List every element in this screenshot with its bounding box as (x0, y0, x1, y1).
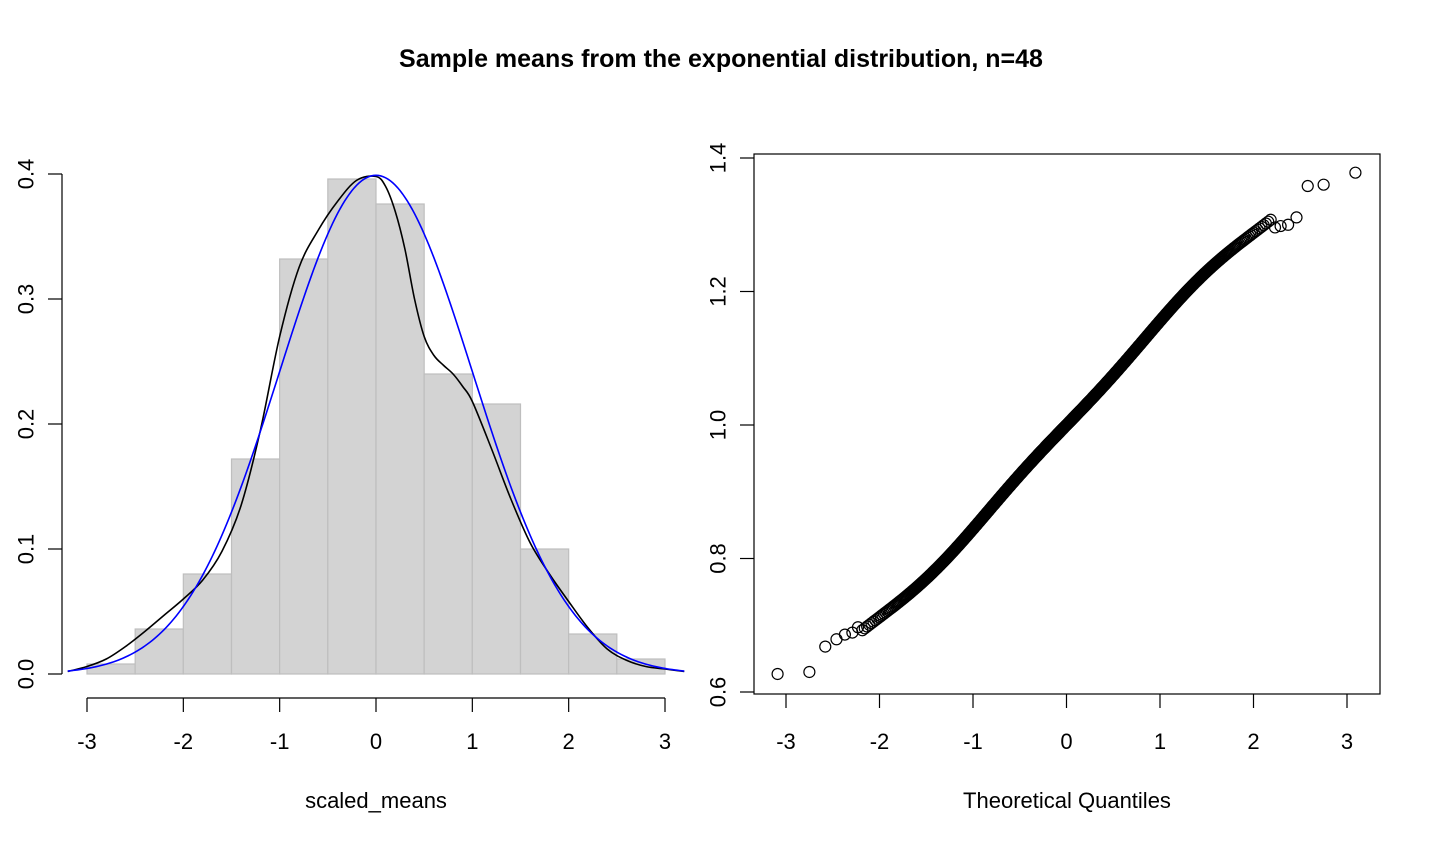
qq-point (838, 628, 852, 641)
qq-point (1281, 218, 1295, 231)
qq-x-axis-label: Theoretical Quantiles (963, 788, 1171, 813)
histogram-bar-9 (471, 403, 522, 675)
qq-x-axis: -3 -2 -1 0 1 2 3 (776, 694, 1353, 754)
histogram-bar-1 (86, 663, 136, 675)
qq-point (863, 618, 876, 631)
histogram-x-tick-label: -3 (77, 729, 97, 754)
qq-point (1290, 211, 1303, 224)
histogram-bar-7 (375, 203, 425, 675)
histogram-x-tick-label: -2 (174, 729, 194, 754)
qq-y-tick-label: 1.4 (706, 143, 731, 174)
qq-point (803, 665, 816, 679)
histogram-x-tick-label: 3 (659, 729, 671, 754)
qq-points (771, 166, 1362, 681)
histogram-bar-4 (230, 458, 281, 675)
histogram-x-axis-label: scaled_means (305, 788, 447, 813)
qq-x-tick-label: 0 (1060, 729, 1072, 754)
qq-x-tick-label: -3 (776, 729, 796, 754)
qq-point (1251, 223, 1264, 236)
histogram-bar-5 (279, 258, 329, 675)
qq-x-tick-label: 1 (1154, 729, 1166, 754)
histogram-bars (86, 178, 666, 675)
normal-density-line (67, 174, 685, 672)
kernel-density-line (67, 175, 685, 673)
histogram-y-axis: 0.0 0.1 0.2 0.3 0.4 (14, 159, 63, 690)
density-curves (67, 174, 685, 673)
histogram-bar-3 (182, 573, 233, 675)
histogram-bar-11 (568, 633, 618, 675)
histogram-y-tick-label: 0.4 (14, 159, 39, 190)
histogram-y-tick-label: 0.3 (14, 284, 39, 315)
figure-title: Sample means from the exponential distri… (399, 45, 1043, 73)
qq-point (1349, 166, 1362, 179)
qq-point (771, 667, 784, 681)
qq-x-tick-label: 3 (1341, 729, 1353, 754)
qq-point (1274, 219, 1287, 233)
histogram-bar-2 (134, 628, 184, 675)
qq-y-tick-label: 1.2 (706, 276, 731, 307)
qq-point (830, 633, 843, 646)
histogram-bar-10 (519, 548, 570, 675)
qq-point (1264, 213, 1277, 226)
histogram-x-tick-label: 2 (563, 729, 575, 754)
histogram-bar-6 (327, 178, 377, 675)
qq-x-tick-label: -1 (963, 729, 983, 754)
qq-y-tick-label: 1.0 (706, 410, 731, 441)
qq-x-tick-label: -2 (870, 729, 890, 754)
histogram-x-tick-label: 1 (466, 729, 478, 754)
qq-x-tick-label: 2 (1247, 729, 1259, 754)
qq-point (819, 640, 832, 653)
histogram-y-tick-label: 0.2 (14, 409, 39, 440)
histogram-bar-12 (616, 658, 666, 675)
qq-point (1262, 215, 1275, 228)
histogram-y-tick-label: 0.0 (14, 659, 39, 690)
histogram-x-tick-label: -1 (270, 729, 290, 754)
qq-point (1317, 178, 1330, 191)
histogram-y-tick-label: 0.1 (14, 534, 39, 565)
qq-point (1301, 179, 1314, 193)
histogram-x-tick-label: 0 (370, 729, 382, 754)
histogram-bar-8 (423, 373, 473, 675)
qq-y-tick-label: 0.6 (706, 677, 731, 708)
qq-y-axis: 0.6 0.8 1.0 1.2 1.4 (706, 143, 754, 708)
qq-plot-panel: 0.6 0.8 1.0 1.2 1.4 -3 -2 -1 0 1 2 3 Theoretical Q… (706, 143, 1381, 813)
qq-y-tick-label: 0.8 (706, 543, 731, 574)
histogram-panel: 0.0 0.1 0.2 0.3 0.4 -3 -2 -1 0 1 2 3 scaled_means (14, 159, 685, 813)
histogram-x-axis: -3 -2 -1 0 1 2 3 (77, 697, 671, 754)
